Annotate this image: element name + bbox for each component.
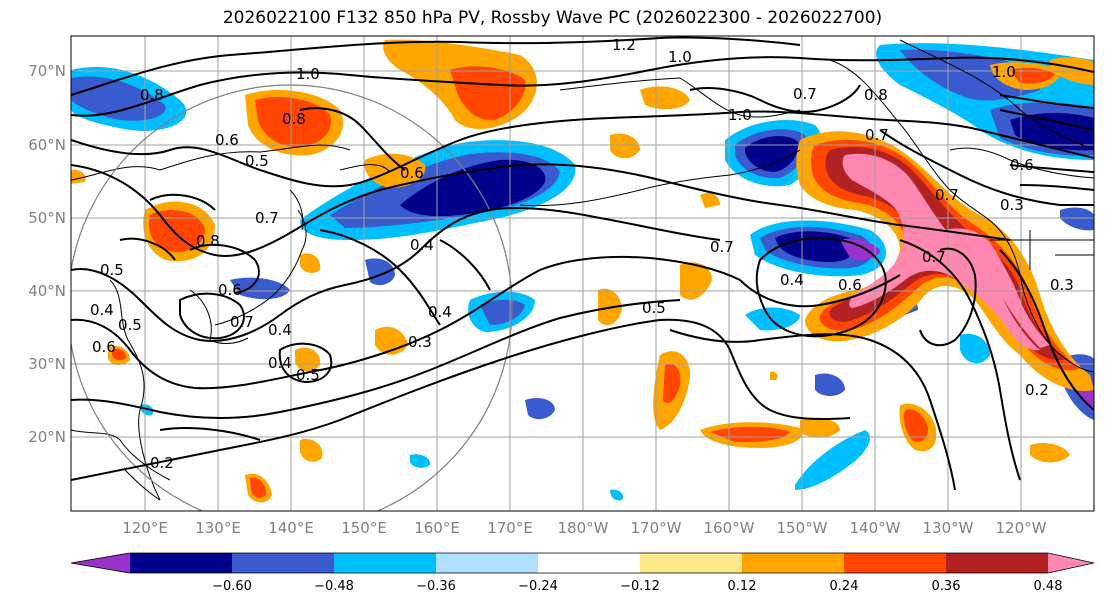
contour-label: 0.7 (935, 186, 959, 204)
pv-contours (71, 36, 1094, 491)
lat-label: 70°N (28, 62, 66, 80)
contour-label: 0.4 (268, 354, 292, 372)
colorbar-tick-label: −0.36 (416, 579, 456, 594)
contour-label: 0.4 (268, 321, 292, 339)
contour-label: 0.5 (245, 152, 269, 170)
contour-label: 0.8 (282, 110, 306, 128)
contour-label: 0.7 (793, 85, 817, 103)
colorbar-segment (640, 553, 743, 573)
plot-border (70, 35, 1095, 512)
contour-label: 0.3 (1050, 276, 1074, 294)
contour-label: 0.7 (922, 248, 946, 266)
lon-label: 170°E (487, 519, 533, 537)
contour-label: 1.0 (992, 63, 1016, 81)
contour-label: 0.8 (140, 86, 164, 104)
contour-label: 0.5 (642, 299, 666, 317)
colorbar-segment (334, 553, 437, 573)
map-title: 2026022100 F132 850 hPa PV, Rossby Wave … (222, 8, 883, 28)
lat-label: 40°N (28, 282, 66, 300)
colorbar-segment (742, 553, 845, 573)
colorbar-segment (538, 553, 641, 573)
reference-circle (71, 84, 513, 511)
colorbar-tick-label: −0.12 (620, 579, 660, 594)
contour-label: 0.2 (1025, 381, 1049, 399)
lon-label: 170°W (631, 519, 682, 537)
contour-label: 0.6 (92, 338, 116, 356)
contour-label: 0.7 (230, 313, 254, 331)
lon-label: 180°W (558, 519, 609, 537)
lon-label: 130°W (923, 519, 974, 537)
graticule (71, 36, 1094, 511)
colorbar-extension-min (71, 553, 130, 573)
contour-label: 0.6 (215, 131, 239, 149)
lat-label: 50°N (28, 209, 66, 227)
lon-label: 150°E (341, 519, 387, 537)
contour-label: 0.6 (400, 164, 424, 182)
colorbar-tick-label: −0.24 (518, 579, 558, 594)
latitude-labels: 70°N 60°N 50°N 40°N 30°N 20°N (28, 62, 66, 446)
contour-labels: 1.2 1.0 1.0 1.0 0.7 0.8 0.8 1.0 0.8 0.6 … (90, 36, 1074, 472)
contour-label: 0.4 (780, 271, 804, 289)
colorbar-extension-max (1048, 553, 1094, 573)
contour-label: 0.3 (1000, 196, 1024, 214)
lat-label: 60°N (28, 136, 66, 154)
contour-label: 0.5 (296, 366, 320, 384)
lat-label: 30°N (28, 355, 66, 373)
lon-label: 140°W (850, 519, 901, 537)
contour-label: 1.0 (296, 65, 320, 83)
colorbar-tick-label: 0.24 (830, 579, 859, 594)
lon-label: 140°E (268, 519, 314, 537)
contour-label: 0.8 (196, 232, 220, 250)
contour-label: 0.7 (255, 209, 279, 227)
colorbar-segment (436, 553, 539, 573)
contour-label: 0.4 (428, 303, 452, 321)
contour-label: 0.6 (1010, 156, 1034, 174)
contour-label: 0.5 (100, 261, 124, 279)
contour-label: 0.8 (864, 86, 888, 104)
contour-label: 0.6 (218, 281, 242, 299)
contour-label: 0.5 (118, 316, 142, 334)
contour-label: 0.7 (865, 126, 889, 144)
contour-label: 0.7 (710, 238, 734, 256)
lon-label: 130°E (195, 519, 241, 537)
lat-label: 20°N (28, 428, 66, 446)
colorbar-segment (130, 553, 233, 573)
contour-label: 0.3 (408, 333, 432, 351)
colorbar-tick-label: −0.60 (212, 579, 252, 594)
lon-label: 150°W (777, 519, 828, 537)
colorbar-tick-label: 0.48 (1034, 579, 1063, 594)
contour-label: 1.0 (728, 106, 752, 124)
contour-label: 0.4 (90, 301, 114, 319)
contour-label: 1.2 (612, 36, 636, 54)
contour-label: 0.6 (838, 276, 862, 294)
lon-label: 120°W (996, 519, 1047, 537)
lon-label: 120°E (122, 519, 168, 537)
colorbar-outline (70, 552, 1095, 574)
contour-label: 0.4 (410, 236, 434, 254)
lon-label: 160°W (704, 519, 755, 537)
colorbar-tick-label: 0.36 (932, 579, 961, 594)
colorbar-segment (844, 553, 947, 573)
colorbar-segment (946, 553, 1049, 573)
lon-label: 160°E (414, 519, 460, 537)
colorbar-tick-label: −0.48 (314, 579, 354, 594)
colorbar: −0.60 −0.48 −0.36 −0.24 −0.12 0.12 0.24 0.36 0.4… (70, 552, 1095, 594)
pv-anomaly-fill: 1.2 1.0 1.0 1.0 0.7 0.8 0.8 1.0 0.8 0.6 … (71, 36, 1094, 511)
contour-label: 0.2 (150, 454, 174, 472)
colorbar-segment (232, 553, 335, 573)
contour-label: 1.0 (668, 48, 692, 66)
longitude-labels: 120°E 130°E 140°E 150°E 160°E 170°E 180°… (122, 519, 1046, 537)
colorbar-tick-label: 0.12 (728, 579, 757, 594)
